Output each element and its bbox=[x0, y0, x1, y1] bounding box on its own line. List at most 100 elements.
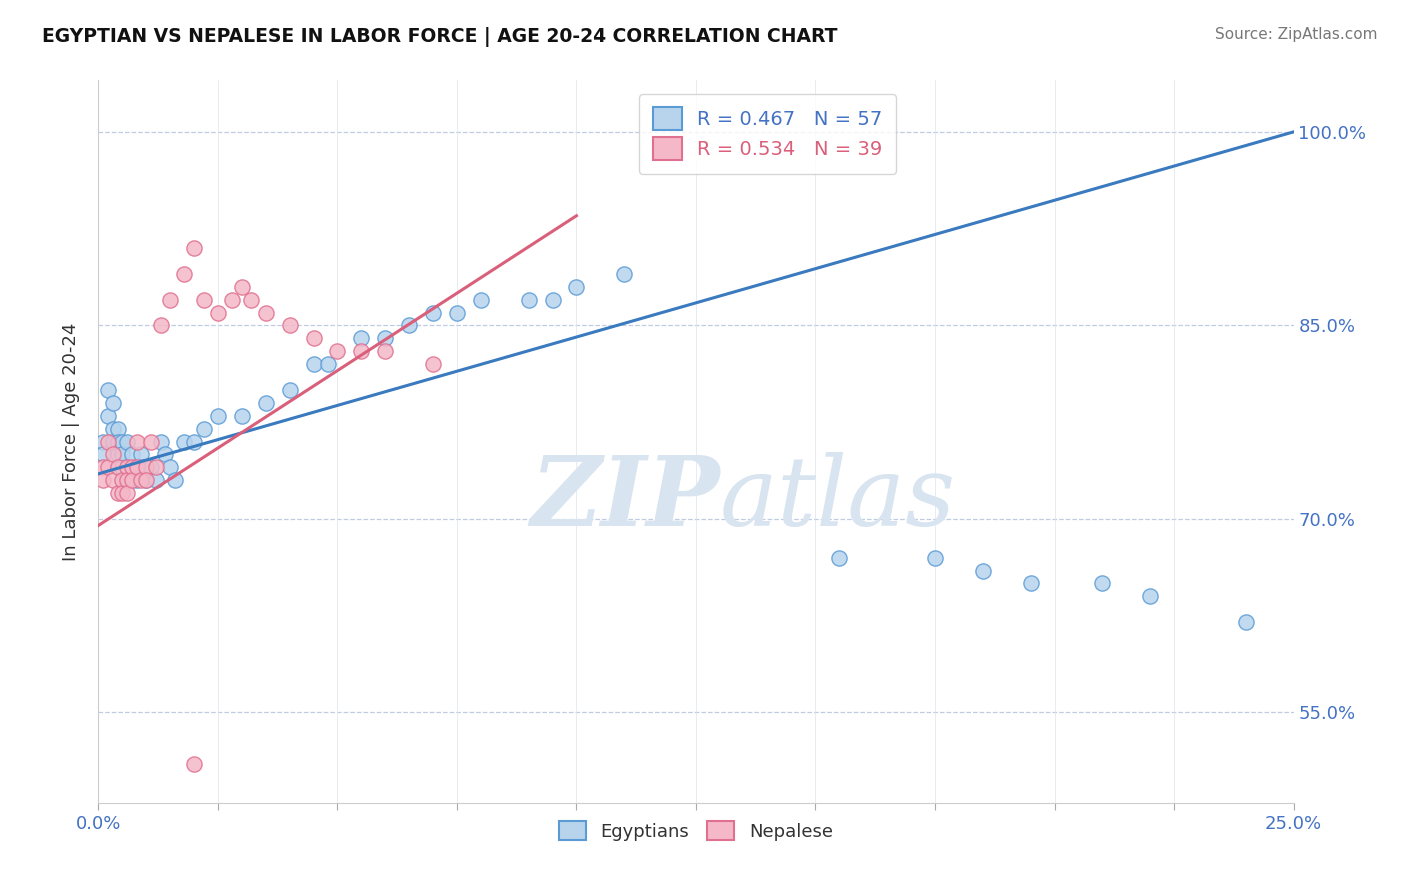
Point bbox=[101, 434, 124, 449]
Point bbox=[125, 473, 148, 487]
Point bbox=[121, 460, 143, 475]
Point bbox=[422, 357, 444, 371]
Point bbox=[121, 473, 143, 487]
Point bbox=[159, 293, 181, 307]
Text: EGYPTIAN VS NEPALESE IN LABOR FORCE | AGE 20-24 CORRELATION CHART: EGYPTIAN VS NEPALESE IN LABOR FORCE | AG… bbox=[42, 27, 838, 46]
Point bbox=[91, 447, 114, 461]
Point bbox=[111, 486, 134, 500]
Y-axis label: In Labor Force | Age 20-24: In Labor Force | Age 20-24 bbox=[62, 322, 80, 561]
Point bbox=[326, 344, 349, 359]
Point bbox=[254, 396, 277, 410]
Point bbox=[173, 434, 195, 449]
Point bbox=[111, 447, 134, 461]
Point bbox=[159, 460, 181, 475]
Point bbox=[121, 473, 143, 487]
Point bbox=[278, 383, 301, 397]
Point bbox=[121, 447, 143, 461]
Point bbox=[446, 305, 468, 319]
Point bbox=[828, 550, 851, 565]
Point bbox=[101, 447, 124, 461]
Point bbox=[107, 486, 129, 500]
Point bbox=[374, 344, 396, 359]
Point bbox=[135, 460, 157, 475]
Point bbox=[125, 460, 148, 475]
Point bbox=[115, 473, 138, 487]
Point bbox=[350, 331, 373, 345]
Point bbox=[302, 331, 325, 345]
Point bbox=[97, 434, 120, 449]
Point bbox=[97, 460, 120, 475]
Point bbox=[231, 409, 253, 423]
Point bbox=[541, 293, 564, 307]
Point bbox=[254, 305, 277, 319]
Point bbox=[278, 318, 301, 333]
Point bbox=[125, 434, 148, 449]
Point bbox=[155, 447, 177, 461]
Point bbox=[135, 473, 157, 487]
Text: ZIP: ZIP bbox=[530, 452, 720, 546]
Point bbox=[1234, 615, 1257, 630]
Point bbox=[374, 331, 396, 345]
Point bbox=[613, 267, 636, 281]
Point bbox=[91, 434, 114, 449]
Text: atlas: atlas bbox=[720, 452, 956, 546]
Point bbox=[131, 473, 153, 487]
Point bbox=[183, 757, 205, 772]
Point bbox=[111, 434, 134, 449]
Point bbox=[115, 486, 138, 500]
Point bbox=[107, 460, 129, 475]
Point bbox=[115, 473, 138, 487]
Point bbox=[193, 422, 215, 436]
Point bbox=[221, 293, 243, 307]
Point bbox=[101, 422, 124, 436]
Point bbox=[924, 550, 946, 565]
Point bbox=[183, 434, 205, 449]
Point bbox=[517, 293, 540, 307]
Point bbox=[107, 447, 129, 461]
Point bbox=[316, 357, 339, 371]
Point bbox=[125, 460, 148, 475]
Point bbox=[193, 293, 215, 307]
Point bbox=[149, 434, 172, 449]
Point bbox=[350, 344, 373, 359]
Point bbox=[231, 279, 253, 293]
Point bbox=[111, 460, 134, 475]
Point bbox=[422, 305, 444, 319]
Point bbox=[139, 460, 162, 475]
Point bbox=[470, 293, 492, 307]
Point bbox=[302, 357, 325, 371]
Point bbox=[115, 460, 138, 475]
Point bbox=[91, 473, 114, 487]
Legend: Egyptians, Nepalese: Egyptians, Nepalese bbox=[551, 814, 841, 848]
Point bbox=[173, 267, 195, 281]
Point bbox=[1019, 576, 1042, 591]
Point bbox=[135, 460, 157, 475]
Point bbox=[97, 409, 120, 423]
Point bbox=[107, 422, 129, 436]
Point bbox=[131, 447, 153, 461]
Point bbox=[91, 460, 114, 475]
Point bbox=[398, 318, 420, 333]
Point bbox=[565, 279, 588, 293]
Text: Source: ZipAtlas.com: Source: ZipAtlas.com bbox=[1215, 27, 1378, 42]
Point bbox=[240, 293, 263, 307]
Point bbox=[145, 473, 167, 487]
Point bbox=[115, 460, 138, 475]
Point bbox=[972, 564, 994, 578]
Point bbox=[135, 473, 157, 487]
Point bbox=[115, 434, 138, 449]
Point bbox=[139, 434, 162, 449]
Point bbox=[1091, 576, 1114, 591]
Point bbox=[183, 241, 205, 255]
Point bbox=[149, 318, 172, 333]
Point bbox=[101, 396, 124, 410]
Point bbox=[131, 460, 153, 475]
Point bbox=[97, 383, 120, 397]
Point bbox=[107, 434, 129, 449]
Point bbox=[111, 473, 134, 487]
Point bbox=[121, 460, 143, 475]
Point bbox=[1139, 590, 1161, 604]
Point bbox=[163, 473, 186, 487]
Point bbox=[207, 305, 229, 319]
Point bbox=[207, 409, 229, 423]
